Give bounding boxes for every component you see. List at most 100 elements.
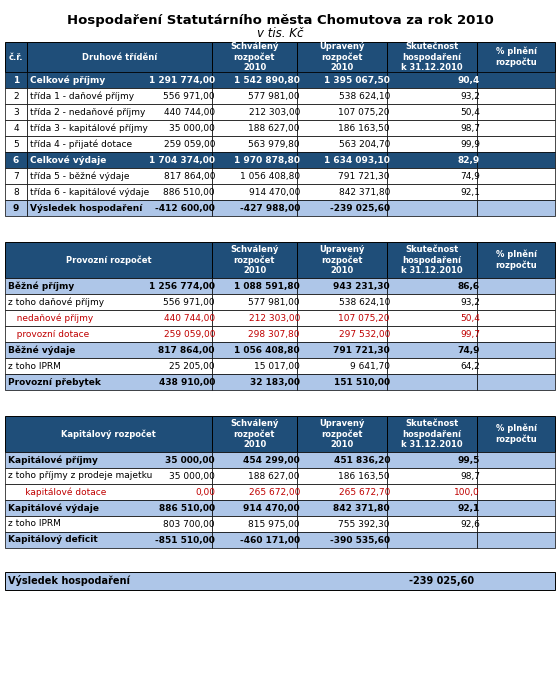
Text: 842 371,80: 842 371,80 [339,187,390,196]
Text: 9: 9 [13,203,19,212]
Bar [297,326,387,342]
Bar [297,168,387,184]
Bar [477,88,555,104]
Text: z toho IPRM: z toho IPRM [8,520,61,529]
Text: 4: 4 [13,124,19,133]
Text: 1 970 878,80: 1 970 878,80 [234,155,300,164]
Bar [212,200,297,216]
Text: 265 672,70: 265 672,70 [339,487,390,496]
Bar [5,572,555,590]
Bar [297,278,387,294]
Bar [5,200,27,216]
Bar [387,104,477,120]
Bar [387,184,477,200]
Text: -239 025,60: -239 025,60 [330,203,390,212]
Bar [297,358,387,374]
Bar [297,484,387,500]
Text: Hospodaření Statutárního města Chomutova za rok 2010: Hospodaření Statutárního města Chomutova… [67,14,493,27]
Text: % plnění
rozpočtu: % plnění rozpočtu [495,424,537,444]
Text: 577 981,00: 577 981,00 [249,92,300,101]
Bar [5,326,212,342]
Text: třída 5 - běžné výdaje: třída 5 - běžné výdaje [30,171,129,180]
Bar [212,168,297,184]
Bar [297,468,387,484]
Text: 212 303,00: 212 303,00 [249,314,300,323]
Bar [212,484,297,500]
Text: -460 171,00: -460 171,00 [240,536,300,545]
Text: 32 183,00: 32 183,00 [250,378,300,387]
Bar [477,342,555,358]
Text: Upravený
rozpočet
2010: Upravený rozpočet 2010 [319,245,365,276]
Text: 817 864,00: 817 864,00 [158,346,215,355]
Bar [387,452,477,468]
Bar [477,310,555,326]
Bar [212,184,297,200]
Bar [297,136,387,152]
Text: 297 532,00: 297 532,00 [339,330,390,339]
Bar [477,184,555,200]
Text: -390 535,60: -390 535,60 [330,536,390,545]
Bar [212,104,297,120]
Text: 791 721,30: 791 721,30 [333,346,390,355]
Bar [27,136,212,152]
Text: 100,0: 100,0 [454,487,480,496]
Bar [297,294,387,310]
Bar [297,88,387,104]
Bar [477,152,555,168]
Bar [387,484,477,500]
Text: třída 3 - kapitálové příjmy: třída 3 - kapitálové příjmy [30,124,148,133]
Bar [212,326,297,342]
Text: 50,4: 50,4 [460,314,480,323]
Bar [387,120,477,136]
Bar [477,532,555,548]
Bar [27,72,212,88]
Text: 577 981,00: 577 981,00 [249,298,300,307]
Text: 1: 1 [13,76,19,85]
Bar [212,358,297,374]
Bar [212,374,297,390]
Bar [477,104,555,120]
Bar [297,104,387,120]
Bar [477,242,555,278]
Text: 90,4: 90,4 [458,76,480,85]
Bar [387,374,477,390]
Text: 259 059,00: 259 059,00 [164,139,215,149]
Bar [387,278,477,294]
Text: % plnění
rozpočtu: % plnění rozpočtu [495,46,537,67]
Text: Skutečnost
hospodaření
k 31.12.2010: Skutečnost hospodaření k 31.12.2010 [401,419,463,449]
Bar [5,374,212,390]
Bar [5,310,212,326]
Text: Druhové třídění: Druhové třídění [82,53,157,62]
Bar [477,42,555,72]
Bar [477,374,555,390]
Text: 92,6: 92,6 [460,520,480,529]
Text: 538 624,10: 538 624,10 [339,298,390,307]
Bar [27,88,212,104]
Bar [5,152,27,168]
Text: 454 299,00: 454 299,00 [243,455,300,464]
Bar [387,136,477,152]
Text: z toho IPRM: z toho IPRM [8,362,61,371]
Text: 0,00: 0,00 [195,487,215,496]
Text: 1 634 093,10: 1 634 093,10 [324,155,390,164]
Text: 943 231,30: 943 231,30 [333,282,390,291]
Bar [387,516,477,532]
Bar [27,104,212,120]
Text: kapitálové dotace: kapitálové dotace [8,487,106,497]
Bar [5,532,212,548]
Text: 265 672,00: 265 672,00 [249,487,300,496]
Bar [477,452,555,468]
Text: třída 2 - nedaňové příjmy: třída 2 - nedaňové příjmy [30,108,146,117]
Text: Kapitálový rozpočet: Kapitálový rozpočet [61,430,156,439]
Text: 1 542 890,80: 1 542 890,80 [234,76,300,85]
Text: 25 205,00: 25 205,00 [169,362,215,371]
Text: Schválený
rozpočet
2010: Schválený rozpočet 2010 [230,418,279,449]
Text: 556 971,00: 556 971,00 [164,92,215,101]
Bar [297,184,387,200]
Text: 791 721,30: 791 721,30 [338,171,390,180]
Bar [212,342,297,358]
Bar [27,200,212,216]
Bar [27,120,212,136]
Text: 99,7: 99,7 [460,330,480,339]
Text: 186 163,50: 186 163,50 [338,471,390,480]
